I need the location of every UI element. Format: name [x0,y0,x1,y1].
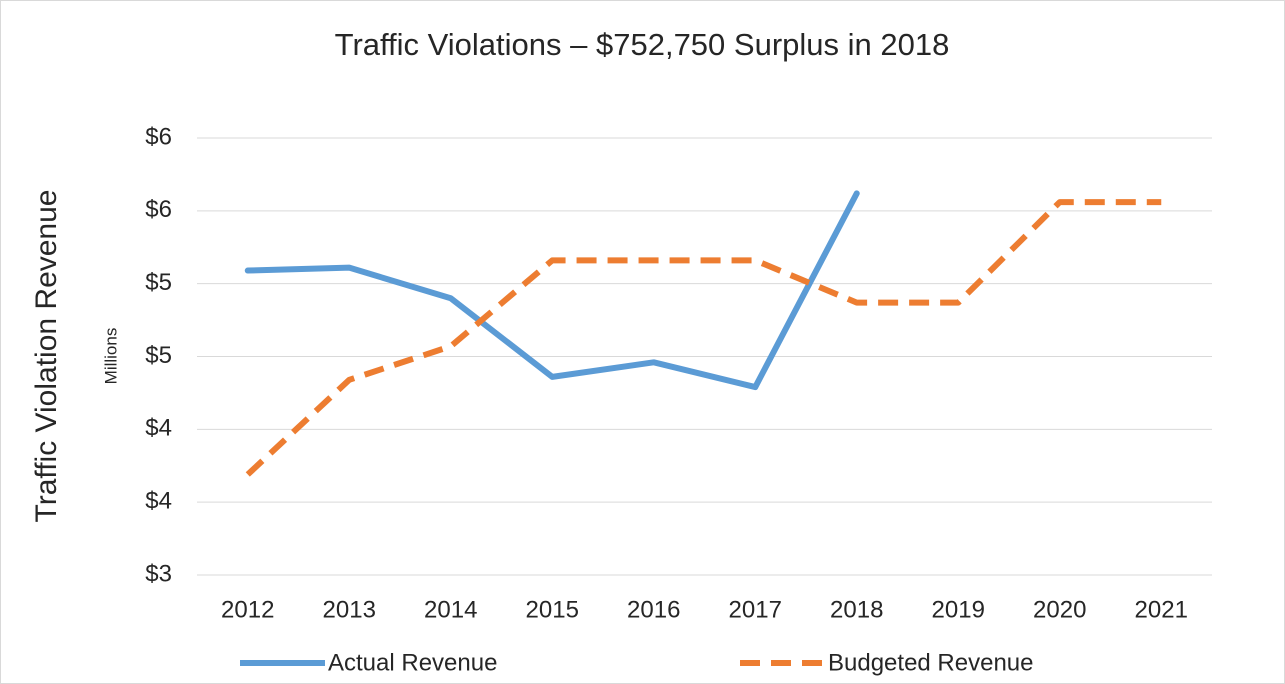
y-tick-label: $4 [145,415,172,442]
y-tick-label: $6 [145,196,172,223]
x-tick-label: 2016 [627,596,680,623]
x-tick-label: 2013 [323,596,376,623]
legend-label: Actual Revenue [328,649,497,676]
x-tick-label: 2020 [1033,596,1086,623]
y-tick-label: $5 [145,342,172,369]
y-tick-label: $6 [145,123,172,150]
y-axis-title: Traffic Violation Revenue [30,190,63,523]
x-tick-label: 2017 [729,596,782,623]
y-tick-label: $3 [145,560,172,587]
y-unit-label: Millions [101,328,120,385]
y-tick-label: $5 [145,269,172,296]
line-series [245,199,1162,477]
x-tick-label: 2012 [221,596,274,623]
line-series [244,190,860,391]
x-tick-label: 2018 [830,596,883,623]
x-tick-label: 2015 [526,596,579,623]
y-tick-label: $4 [145,488,172,515]
x-tick-label: 2019 [932,596,985,623]
chart-title: Traffic Violations – $752,750 Surplus in… [335,27,950,62]
legend-label: Budgeted Revenue [828,649,1034,676]
x-tick-label: 2014 [424,596,477,623]
x-tick-label: 2021 [1135,596,1188,623]
